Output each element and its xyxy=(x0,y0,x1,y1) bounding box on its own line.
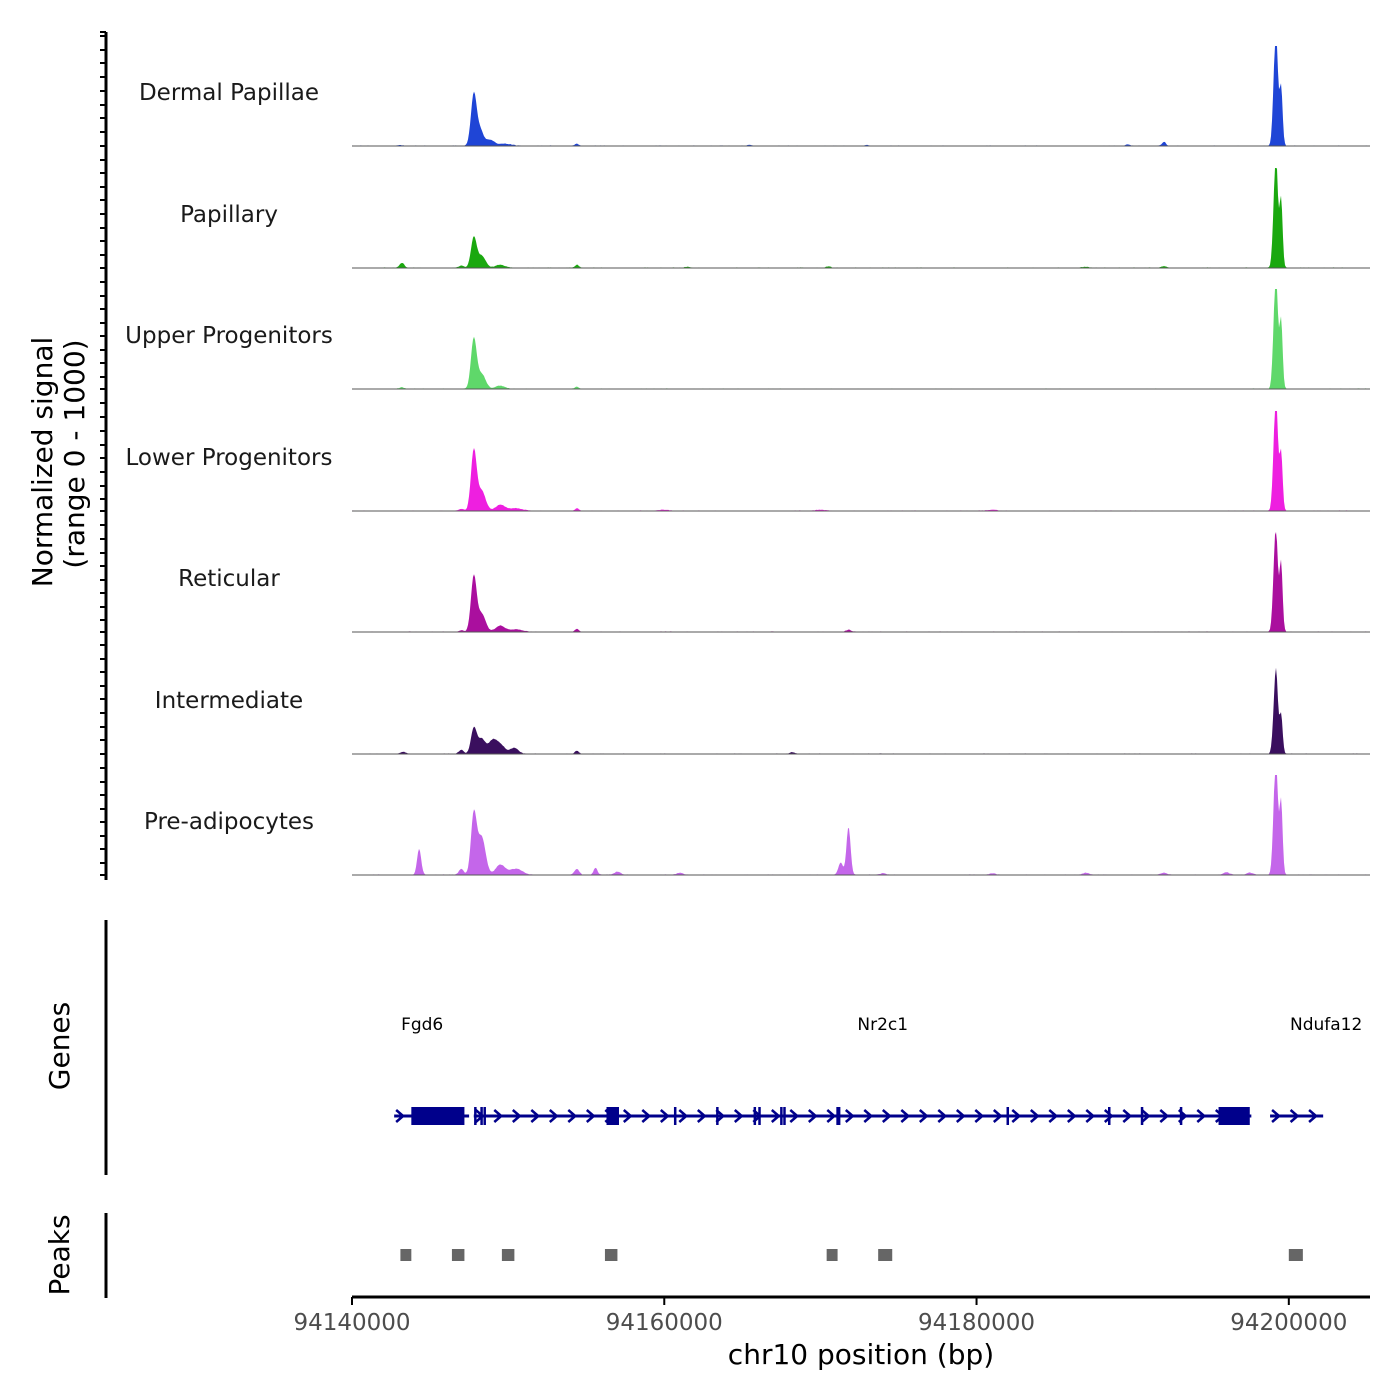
y-axis-title-line2: (range 0 - 1000) xyxy=(58,339,91,568)
peak-region xyxy=(878,1249,893,1261)
genes-track-label: Genes xyxy=(43,1002,76,1090)
strand-arrow xyxy=(770,1109,781,1123)
strand-arrow xyxy=(1196,1109,1207,1123)
strand-arrow xyxy=(1103,1109,1114,1123)
peak-region xyxy=(604,1249,618,1261)
gene-name: Ndufa12 xyxy=(1290,1015,1362,1035)
track-papillary: Papillary xyxy=(180,168,1370,269)
peak-region xyxy=(400,1249,412,1261)
strand-arrow xyxy=(1029,1109,1040,1123)
coverage-tracks: Dermal Papillae Papillary Upper Progenitor… xyxy=(125,46,1370,876)
track-label: Pre-adipocytes xyxy=(144,809,314,835)
strand-arrow xyxy=(567,1109,578,1123)
strand-arrow xyxy=(678,1109,689,1123)
strand-arrow xyxy=(696,1109,707,1123)
x-tick-label: 94140000 xyxy=(293,1310,410,1336)
strand-arrow xyxy=(493,1109,504,1123)
track-intermediate: Intermediate xyxy=(155,667,1370,755)
strand-arrow xyxy=(1048,1109,1059,1123)
signal-area xyxy=(352,168,1370,268)
strand-arrow xyxy=(992,1109,1003,1123)
strand-arrow xyxy=(659,1109,670,1123)
strand-arrow xyxy=(807,1109,818,1123)
x-tick-label: 94180000 xyxy=(918,1310,1035,1336)
track-pre-adipocytes: Pre-adipocytes xyxy=(144,775,1370,876)
strand-arrow xyxy=(1140,1109,1151,1123)
gene-ndufa12: Ndufa12 xyxy=(1270,1015,1362,1123)
strand-arrow xyxy=(511,1109,522,1123)
strand-arrow xyxy=(622,1109,633,1123)
x-tick-label: 94160000 xyxy=(606,1310,723,1336)
strand-arrow xyxy=(955,1109,966,1123)
x-axis-ticks: 94140000 94160000 94180000 94200000 xyxy=(293,1297,1347,1336)
track-label: Dermal Papillae xyxy=(139,80,319,106)
signal-area xyxy=(352,411,1370,511)
track-reticular: Reticular xyxy=(178,532,1370,633)
strand-arrow xyxy=(1122,1109,1133,1123)
exon xyxy=(1218,1107,1250,1125)
peak-region xyxy=(1288,1249,1303,1261)
exon xyxy=(411,1107,465,1125)
strand-arrow xyxy=(844,1109,855,1123)
track-lower-progenitors: Lower Progenitors xyxy=(126,411,1370,512)
peak-region xyxy=(501,1249,515,1261)
track-label: Reticular xyxy=(178,566,280,592)
peak-track xyxy=(400,1249,1303,1261)
strand-arrow xyxy=(395,1109,406,1123)
track-label: Intermediate xyxy=(155,688,303,714)
gene-track: Fgd6 Nr2c1 Ndufa12 xyxy=(394,1015,1362,1125)
x-tick-label: 94200000 xyxy=(1230,1310,1347,1336)
strand-arrow xyxy=(1066,1109,1077,1123)
strand-arrow xyxy=(1308,1109,1318,1123)
strand-arrow xyxy=(1271,1109,1281,1123)
y-axis-title-line1: Normalized signal xyxy=(26,337,59,588)
track-label: Papillary xyxy=(180,202,278,228)
track-upper-progenitors: Upper Progenitors xyxy=(125,289,1370,390)
strand-arrow xyxy=(863,1109,874,1123)
signal-area xyxy=(352,775,1370,875)
strand-arrow xyxy=(937,1109,948,1123)
signal-area xyxy=(352,46,1370,146)
strand-arrow xyxy=(715,1109,726,1123)
strand-arrow xyxy=(1159,1109,1170,1123)
track-dermal-papillae: Dermal Papillae xyxy=(139,46,1370,147)
strand-arrow xyxy=(585,1109,596,1123)
strand-arrow xyxy=(641,1109,652,1123)
strand-arrow xyxy=(733,1109,744,1123)
peak-region xyxy=(451,1249,465,1261)
gene-name: Fgd6 xyxy=(401,1015,443,1035)
gene-nr2c1: Nr2c1 xyxy=(473,1015,1252,1125)
strand-arrow xyxy=(1011,1109,1022,1123)
strand-arrow xyxy=(826,1109,837,1123)
strand-arrow xyxy=(881,1109,892,1123)
strand-arrow xyxy=(548,1109,559,1123)
gene-name: Nr2c1 xyxy=(857,1015,908,1035)
strand-arrow xyxy=(918,1109,929,1123)
strand-arrow xyxy=(974,1109,985,1123)
exon xyxy=(606,1107,619,1125)
signal-area xyxy=(352,289,1370,389)
peak-region xyxy=(826,1249,838,1261)
track-label: Lower Progenitors xyxy=(126,445,333,471)
strand-arrow xyxy=(900,1109,911,1123)
coverage-y-axis xyxy=(100,31,108,880)
strand-arrow xyxy=(530,1109,541,1123)
signal-area xyxy=(352,532,1370,632)
strand-arrow xyxy=(789,1109,800,1123)
strand-arrow xyxy=(1289,1109,1300,1123)
x-axis-title: chr10 position (bp) xyxy=(728,1338,994,1371)
strand-arrow xyxy=(1085,1109,1096,1123)
track-label: Upper Progenitors xyxy=(125,323,333,349)
signal-area xyxy=(352,667,1370,754)
peaks-track-label: Peaks xyxy=(43,1214,76,1295)
gene-fgd6: Fgd6 xyxy=(394,1015,470,1125)
